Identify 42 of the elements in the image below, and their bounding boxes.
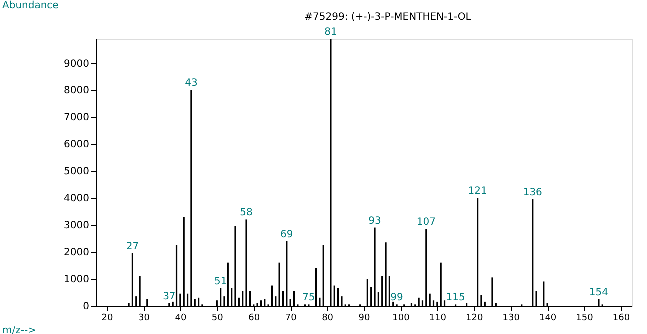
annotation: 81 bbox=[324, 27, 338, 38]
annotation: 27 bbox=[126, 241, 140, 252]
y-tick-label: 4000 bbox=[64, 194, 90, 205]
y-tick-label: 1000 bbox=[64, 274, 90, 286]
annotation: 107 bbox=[416, 217, 436, 228]
x-tick-label: 40 bbox=[175, 314, 187, 324]
x-tick-label: 160 bbox=[612, 314, 630, 324]
annotation: 154 bbox=[589, 287, 609, 298]
y-tick-label: 6000 bbox=[64, 140, 90, 151]
x-tick-label: 70 bbox=[285, 314, 298, 324]
x-tick-label: 140 bbox=[539, 314, 557, 324]
y-tick-label: 5000 bbox=[64, 166, 90, 178]
annotation: 37 bbox=[163, 291, 176, 302]
annotation: 115 bbox=[446, 292, 466, 304]
x-tick-label: 80 bbox=[322, 314, 334, 324]
annotation: 99 bbox=[390, 292, 404, 304]
x-tick-label: 100 bbox=[392, 314, 410, 324]
y-tick-label: 7000 bbox=[64, 112, 90, 124]
y-tick-label: 8000 bbox=[64, 86, 90, 97]
annotation: 51 bbox=[214, 276, 228, 288]
y-tick-label: 9000 bbox=[64, 58, 90, 70]
chart-title: #75299: (+-)-3-P-MENTHEN-1-OL bbox=[304, 12, 472, 23]
y-tick-label: 3000 bbox=[64, 220, 90, 232]
y-tick-label: 2000 bbox=[64, 248, 90, 259]
x-tick-label: 50 bbox=[212, 314, 224, 324]
y-axis-title: Abundance bbox=[2, 0, 59, 12]
annotation: 58 bbox=[240, 208, 253, 219]
x-tick-label: 110 bbox=[429, 314, 447, 324]
annotation: 136 bbox=[523, 187, 542, 198]
annotation: 69 bbox=[280, 229, 294, 240]
x-tick-label: 90 bbox=[358, 314, 370, 324]
annotation: 43 bbox=[185, 78, 198, 90]
x-tick-label: 120 bbox=[466, 314, 484, 324]
x-tick-label: 20 bbox=[102, 314, 114, 324]
x-tick-label: 60 bbox=[248, 314, 260, 324]
x-tick-label: 150 bbox=[576, 314, 594, 324]
annotation: 121 bbox=[468, 186, 488, 198]
annotation: 75 bbox=[302, 292, 316, 304]
x-tick-label: 30 bbox=[138, 314, 150, 324]
annotation: 93 bbox=[368, 216, 382, 227]
x-tick-label: 130 bbox=[502, 314, 520, 324]
y-tick-label: 0 bbox=[83, 302, 90, 312]
